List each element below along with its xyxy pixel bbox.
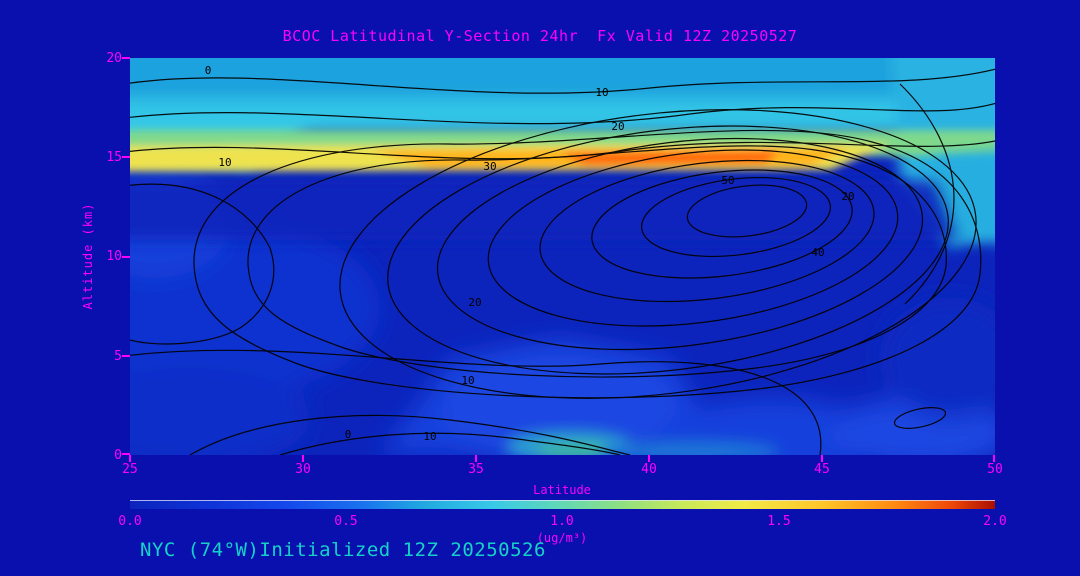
x-tick-mark (993, 455, 995, 462)
contour-label: 30 (483, 160, 496, 173)
contour-label-group: 0 10 20 30 10 20 50 40 20 10 10 0 (205, 64, 855, 443)
chart-title: BCOC Latitudinal Y-Section 24hr Fx Valid… (282, 27, 798, 45)
contour-label: 10 (423, 430, 436, 443)
y-tick-label: 15 (106, 150, 122, 165)
colorbar (130, 500, 995, 509)
x-tick-mark (648, 455, 650, 462)
colorbar-tick-label: 2.0 (983, 514, 1007, 529)
footer-init-label: NYC (74°W)Initialized 12Z 20250526 (140, 539, 546, 561)
field-band-underside-layer (130, 151, 995, 243)
x-tick-label: 40 (641, 462, 657, 477)
x-tick-mark (129, 455, 131, 462)
y-tick-label: 10 (106, 249, 122, 264)
colorbar-tick-label: 0.5 (334, 514, 358, 529)
y-tick-label: 20 (106, 51, 122, 66)
x-tick-label: 50 (987, 462, 1003, 477)
colorbar-tick-label: 1.0 (550, 514, 574, 529)
y-tick-mark (122, 453, 130, 455)
contour-label: 10 (461, 374, 474, 387)
x-axis-label: Latitude (533, 483, 591, 497)
x-tick-mark (302, 455, 304, 462)
colorbar-tick-label: 1.5 (767, 514, 791, 529)
x-tick-label: 25 (122, 462, 138, 477)
x-tick-mark (821, 455, 823, 462)
contour-plot: 0 10 20 30 10 20 50 40 20 10 10 0 (130, 58, 995, 455)
contour-label: 0 (205, 64, 212, 77)
contour-label: 10 (218, 156, 231, 169)
field-surface-bright-layer (505, 430, 780, 455)
contour-label: 10 (595, 86, 608, 99)
y-tick-mark (122, 256, 130, 258)
y-tick-label: 5 (114, 349, 122, 364)
contour-label: 0 (345, 428, 352, 441)
x-tick-label: 30 (295, 462, 311, 477)
contour-label: 50 (721, 174, 734, 187)
plot-area: 0 10 20 30 10 20 50 40 20 10 10 0 (130, 58, 995, 455)
y-tick-mark (122, 57, 130, 59)
x-tick-label: 45 (814, 462, 830, 477)
x-tick-label: 35 (468, 462, 484, 477)
colorbar-tick-label: 0.0 (118, 514, 142, 529)
contour-label: 20 (611, 120, 624, 133)
y-tick-label: 0 (114, 448, 122, 463)
x-tick-mark (475, 455, 477, 462)
y-tick-mark (122, 355, 130, 357)
contour-lines (130, 68, 995, 455)
y-tick-mark (122, 156, 130, 158)
contour-label: 20 (468, 296, 481, 309)
contour-label: 40 (811, 246, 824, 259)
contour-label: 20 (841, 190, 854, 203)
field-plume-band-layer (130, 130, 995, 172)
colorbar-units-label: (ug/m³) (536, 531, 588, 545)
